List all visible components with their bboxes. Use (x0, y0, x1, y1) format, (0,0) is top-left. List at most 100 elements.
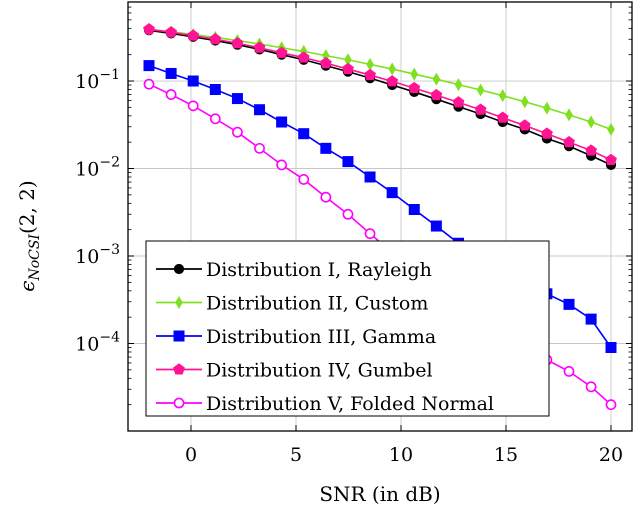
data-point (320, 142, 332, 154)
series-line (148, 29, 612, 166)
y-tick-label: 10−4 (75, 330, 120, 356)
data-point (540, 127, 553, 139)
data-point (276, 116, 288, 128)
legend-marker (173, 363, 185, 375)
data-point (275, 46, 288, 58)
legend-item: Distribution IV, Gumbel (156, 360, 433, 382)
y-axis-label-sub: NoCSI (27, 234, 43, 282)
data-point (187, 75, 199, 87)
data-point (476, 83, 485, 97)
data-point (410, 67, 419, 81)
data-point (231, 93, 243, 105)
data-point (231, 37, 244, 49)
data-point (454, 78, 463, 92)
data-point (452, 96, 465, 108)
data-point (297, 51, 310, 63)
data-point (298, 128, 310, 140)
x-tick-label: 5 (290, 444, 302, 466)
data-point (143, 23, 155, 35)
data-point (342, 62, 354, 75)
data-point (165, 89, 177, 100)
data-point (563, 365, 575, 377)
y-axis-label-args: (2, 2) (15, 180, 39, 234)
data-point (319, 56, 332, 69)
data-point (320, 191, 332, 203)
data-point (364, 68, 376, 81)
legend-label: Distribution III, Gamma (206, 326, 436, 348)
data-point (143, 60, 155, 72)
y-tick-label: 10−1 (75, 67, 120, 93)
data-point (496, 111, 509, 123)
y-tick-label: 10−2 (75, 155, 120, 181)
legend-item: Distribution V, Folded Normal (156, 393, 494, 415)
data-point (209, 83, 221, 95)
series-line (148, 28, 612, 161)
x-tick-label: 15 (494, 444, 518, 466)
series-distribution-iv-gumbel (143, 23, 617, 166)
data-point (165, 67, 177, 79)
legend-label: Distribution IV, Gumbel (206, 360, 433, 382)
data-point (364, 171, 376, 183)
data-point (386, 187, 398, 199)
svg-text:ϵNoCSI(2, 2): ϵNoCSI(2, 2) (15, 180, 43, 292)
x-tick-label: 20 (599, 444, 623, 466)
data-point (605, 342, 617, 354)
y-tick-labels: 10−4 10−3 10−2 10−1 (75, 67, 120, 355)
data-point (165, 26, 178, 38)
legend-marker (173, 263, 185, 275)
data-point (432, 72, 441, 86)
series-distribution-i-rayleigh (143, 25, 617, 170)
data-point (298, 174, 310, 185)
data-point (430, 220, 442, 232)
tick-marks (128, 1, 632, 431)
data-point (607, 122, 615, 136)
legend-item: Distribution III, Gamma (156, 326, 436, 348)
data-point (587, 115, 595, 129)
data-point (253, 41, 266, 53)
x-axis-label: SNR (in dB) (319, 482, 440, 506)
data-point (543, 101, 551, 115)
y-tick-label: 10−3 (75, 242, 120, 268)
legend-label: Distribution V, Folded Normal (206, 393, 494, 415)
data-point (585, 144, 598, 156)
legend-label: Distribution I, Rayleigh (206, 259, 432, 281)
data-point (276, 159, 288, 171)
data-point (366, 57, 374, 71)
data-point (430, 88, 443, 101)
data-point (388, 62, 396, 76)
data-point (605, 153, 617, 166)
data-point (565, 108, 573, 122)
y-axis-label: ϵNoCSI(2, 2) (15, 180, 43, 292)
x-tick-labels: 0 5 10 15 20 (185, 444, 623, 466)
data-point (386, 75, 399, 87)
legend-marker (175, 296, 183, 309)
data-point (143, 78, 155, 90)
x-tick-label: 0 (185, 444, 197, 466)
data-point (474, 103, 487, 115)
legend-item: Distribution I, Rayleigh (156, 259, 432, 281)
data-point (187, 100, 199, 112)
data-point (342, 208, 354, 220)
data-point (209, 33, 222, 45)
data-point (254, 142, 265, 154)
data-point (364, 228, 376, 240)
data-point (498, 89, 507, 103)
data-point (585, 381, 597, 393)
legend-label: Distribution II, Custom (206, 293, 428, 315)
legend-item: Distribution II, Custom (156, 293, 428, 315)
data-point (342, 156, 354, 168)
data-point (209, 113, 221, 125)
data-point (408, 204, 420, 216)
data-point (408, 81, 421, 94)
data-point (563, 298, 575, 310)
x-tick-label: 10 (389, 444, 413, 466)
data-point (518, 119, 531, 131)
legend-marker (173, 330, 185, 342)
plot-frame (127, 1, 633, 432)
legend-box (145, 240, 550, 417)
data-point (585, 313, 597, 325)
series-line (148, 28, 612, 131)
data-point (521, 95, 529, 109)
data-point (187, 29, 200, 41)
